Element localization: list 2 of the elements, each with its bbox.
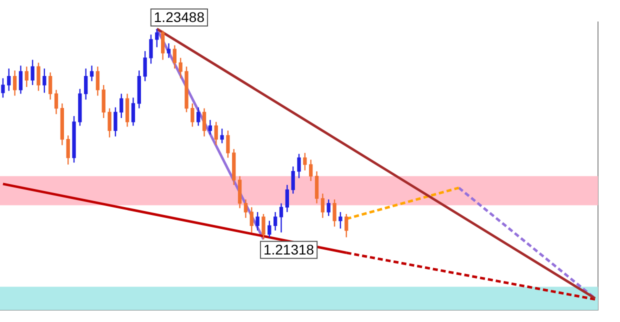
annotation: 1.23488: [154, 8, 205, 25]
annotation: 1.21318: [263, 241, 314, 258]
